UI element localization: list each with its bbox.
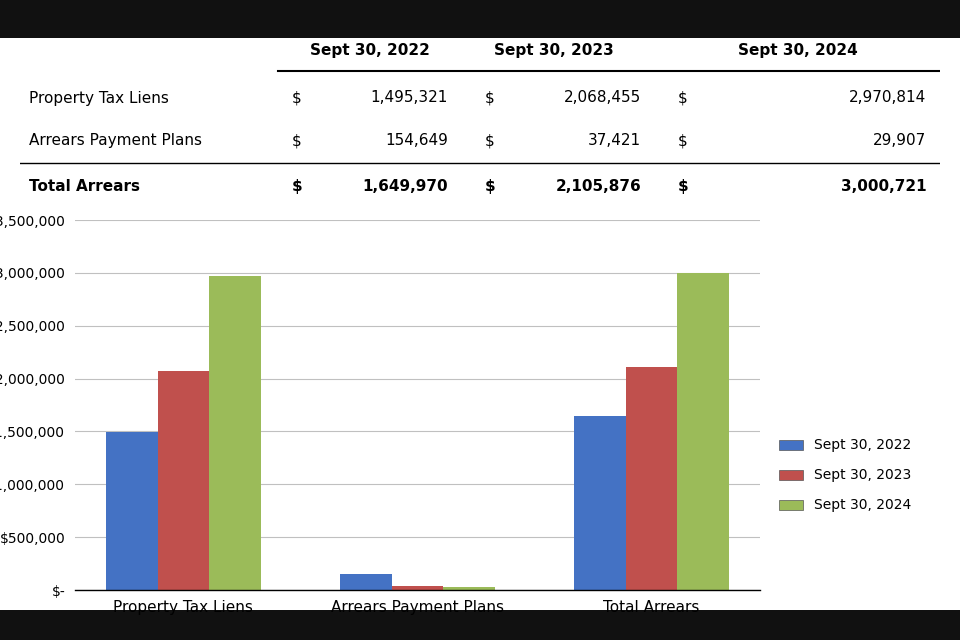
Text: Arrears Payment Plans: Arrears Payment Plans (29, 133, 203, 148)
Text: Sept 30, 2022: Sept 30, 2022 (310, 43, 429, 58)
Text: 37,421: 37,421 (588, 133, 641, 148)
Text: 29,907: 29,907 (873, 133, 926, 148)
Text: 1,495,321: 1,495,321 (371, 90, 447, 106)
Text: Sept 30, 2024: Sept 30, 2024 (813, 498, 911, 512)
Bar (392, 586, 444, 590)
Text: Total Arrears: Total Arrears (29, 179, 140, 194)
Bar (574, 415, 626, 590)
Text: 1,649,970: 1,649,970 (362, 179, 447, 194)
Bar (209, 276, 261, 590)
Bar (678, 273, 729, 590)
Text: 2,068,455: 2,068,455 (564, 90, 641, 106)
Text: $: $ (292, 133, 301, 148)
Bar (779, 470, 803, 481)
Text: $: $ (292, 90, 301, 106)
Text: 2,105,876: 2,105,876 (555, 179, 641, 194)
Text: $: $ (485, 133, 494, 148)
Text: $: $ (485, 179, 495, 194)
Bar (779, 500, 803, 511)
Text: $: $ (678, 133, 687, 148)
Bar (444, 587, 494, 590)
Bar (779, 440, 803, 451)
Text: $: $ (678, 90, 687, 106)
Text: Property Tax Liens: Property Tax Liens (29, 90, 169, 106)
Text: $: $ (292, 179, 302, 194)
Text: $: $ (485, 90, 494, 106)
Bar (107, 432, 157, 590)
Text: Sept 30, 2022: Sept 30, 2022 (813, 438, 911, 452)
Text: 2,970,814: 2,970,814 (849, 90, 926, 106)
Text: 3,000,721: 3,000,721 (841, 179, 926, 194)
Text: Sept 30, 2024: Sept 30, 2024 (737, 43, 857, 58)
Text: Sept 30, 2023: Sept 30, 2023 (813, 468, 911, 482)
Bar (340, 573, 392, 590)
Text: 154,649: 154,649 (385, 133, 447, 148)
Bar (157, 371, 209, 590)
Text: $: $ (678, 179, 688, 194)
Bar (626, 367, 678, 590)
Text: Sept 30, 2023: Sept 30, 2023 (493, 43, 613, 58)
